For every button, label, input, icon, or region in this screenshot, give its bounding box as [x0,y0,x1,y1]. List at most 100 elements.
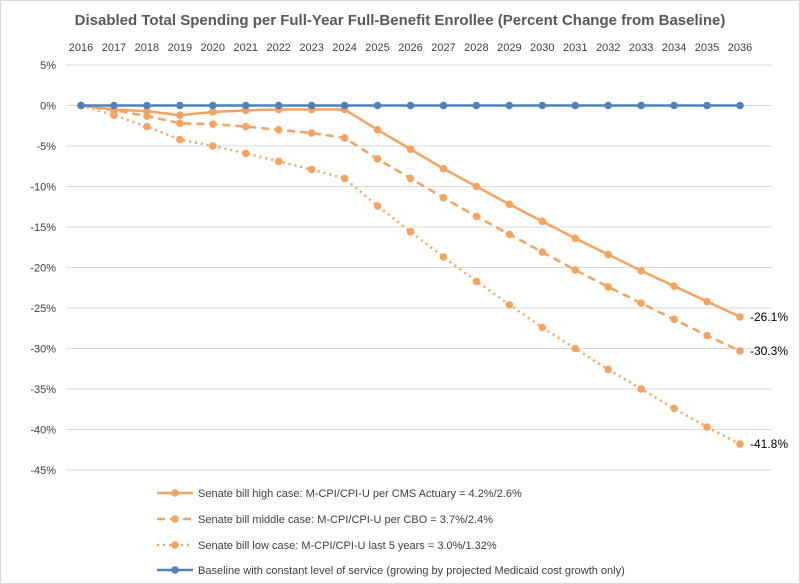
legend-entry: Senate bill middle case: M-CPI/CPI-U per… [157,514,493,526]
legend-swatch-marker [171,515,179,523]
data-point [505,230,514,239]
data-point [209,120,217,128]
data-point [571,101,580,110]
data-point [472,182,481,191]
x-tick-label: 2024 [332,42,356,54]
y-tick-label: -35% [30,384,56,396]
data-point [373,126,382,134]
y-tick-label: 5% [40,60,56,72]
data-point [670,404,678,413]
legend-swatch-marker [171,541,179,549]
series-4 [77,101,744,110]
x-tick-label: 2031 [563,42,587,54]
data-point [241,101,250,110]
x-tick-label: 2017 [102,42,126,54]
y-axis-tick-labels: 5% 0% -5% -10% -15% -20% -25% -30% -35% -40% -45% [30,60,56,477]
data-point [373,202,382,210]
data-point [406,174,415,183]
y-tick-label: -5% [36,141,56,153]
data-point [604,250,612,259]
data-point [637,101,645,110]
x-tick-label: 2029 [497,42,521,54]
data-point [143,122,151,131]
data-point [736,313,744,321]
end-data-label: -26.1% [750,310,788,324]
data-point [307,101,316,110]
data-point [703,297,711,306]
data-point [373,101,382,110]
gridlines [66,64,772,471]
data-point [670,315,678,324]
data-point [439,164,448,173]
data-point [670,101,678,110]
x-tick-label: 2027 [431,42,455,54]
y-tick-label: -20% [30,263,56,275]
x-tick-label: 2019 [168,42,192,54]
data-point [176,101,184,110]
legend-entry: Senate bill low case: M-CPI/CPI-U last 5… [157,540,497,552]
data-point [406,228,415,236]
data-point [736,440,744,448]
x-tick-label: 2033 [629,42,653,54]
series-3 [77,101,744,448]
legend-label: Senate bill middle case: M-CPI/CPI-U per… [198,514,493,526]
data-point [472,101,481,110]
data-point [571,266,580,274]
data-point [274,157,283,166]
data-point [538,217,547,226]
x-tick-label: 2026 [398,42,422,54]
data-point [439,253,448,261]
x-tick-label: 2022 [266,42,290,54]
legend-swatch-marker [171,489,179,497]
legend-label: Senate bill high case: M-CPI/CPI-U per C… [198,488,522,500]
data-point [241,149,250,158]
data-point [439,101,448,110]
data-point [604,101,612,110]
data-point [472,212,481,221]
x-axis-tick-labels: 2016 2017 2018 2019 2020 2021 2022 2023 2024 2025… [69,42,752,54]
x-tick-label: 2034 [662,42,686,54]
x-tick-label: 2035 [695,42,719,54]
legend-label: Senate bill low case: M-CPI/CPI-U last 5… [198,540,497,552]
data-point [176,119,184,128]
x-tick-label: 2032 [596,42,620,54]
x-tick-label: 2028 [464,42,488,54]
data-point [340,174,349,183]
data-point [538,248,547,256]
data-point [703,423,711,431]
legend-label: Baseline with constant level of service … [198,565,625,577]
data-point [340,101,349,110]
data-point [209,108,217,116]
x-tick-label: 2036 [728,42,752,54]
legend-entry: Senate bill high case: M-CPI/CPI-U per C… [157,488,522,500]
data-point [307,129,316,137]
x-tick-label: 2025 [365,42,389,54]
data-point [505,101,514,110]
data-point [406,145,415,154]
y-tick-label: -40% [30,425,56,437]
x-tick-label: 2018 [135,42,159,54]
data-point [571,344,580,353]
legend-entry: Baseline with constant level of service … [157,565,625,577]
chart-title: Disabled Total Spending per Full-Year Fu… [75,12,726,29]
y-tick-label: -45% [30,465,56,477]
data-point [736,347,744,355]
data-point [703,101,711,110]
y-tick-label: -10% [30,182,56,194]
data-point [670,282,678,290]
data-point [604,365,612,374]
data-point [110,101,118,110]
data-point [209,142,217,150]
series-line [80,104,741,446]
x-tick-label: 2020 [201,42,225,54]
data-point [538,101,547,110]
data-point [604,283,612,291]
data-point [406,101,415,110]
data-point [307,165,316,174]
data-point [143,101,151,110]
series-lines [77,101,744,448]
end-data-label: -30.3% [750,344,788,358]
data-point [176,135,184,144]
data-point [637,385,645,393]
